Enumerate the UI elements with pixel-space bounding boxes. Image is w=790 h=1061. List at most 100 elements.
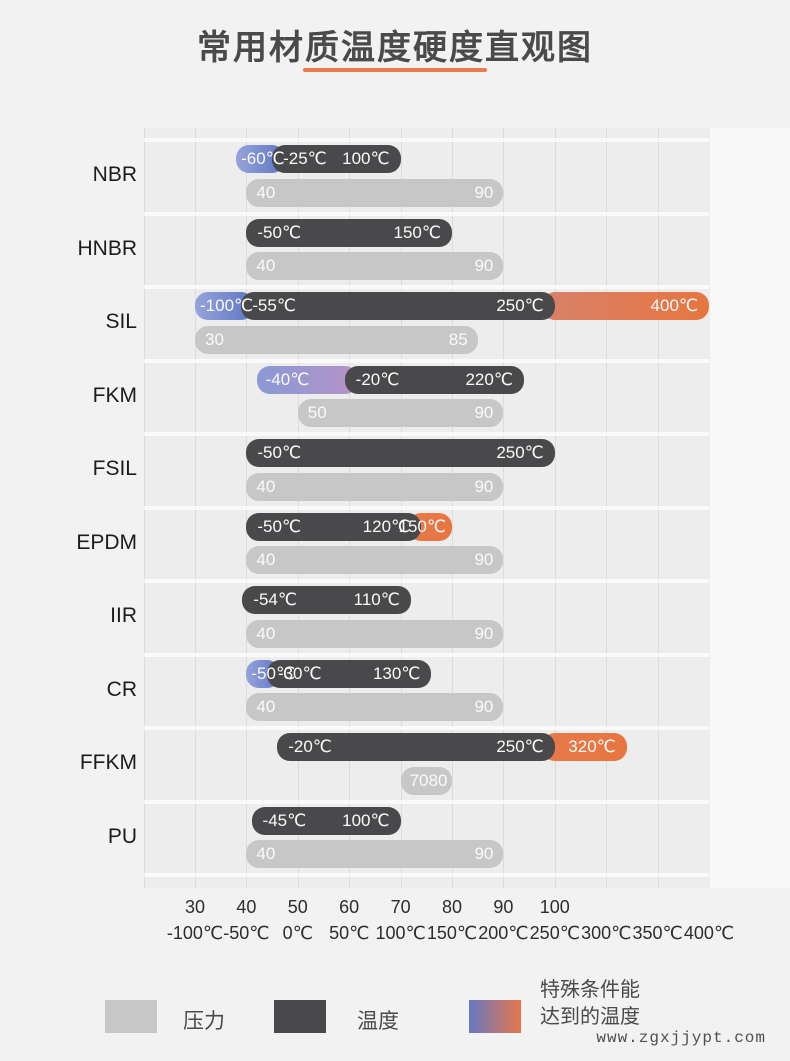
row-separator	[143, 358, 709, 363]
pressure-bar: 70 80	[400, 766, 452, 795]
legend-swatch-special-gradient	[469, 1000, 521, 1033]
temp-min-label: -50℃	[257, 516, 302, 536]
hardness-axis-tick: 90	[493, 897, 514, 917]
special-high-segment	[541, 733, 627, 761]
temp-max-label: 220℃	[465, 369, 513, 389]
temperature-range-segment: -20℃ 220℃	[344, 365, 524, 394]
temperature-range-segment: -55℃ 250℃	[241, 292, 555, 320]
temp-max-label: 120℃	[362, 516, 411, 536]
temperature-bar: -60℃ -25℃ 100℃	[236, 145, 401, 173]
temp-min-label: -20℃	[288, 737, 332, 756]
temperature-range-segment: -50℃ 150℃	[246, 218, 452, 247]
temperature-axis-tick: 350℃	[632, 923, 683, 943]
temp-max-label: 250℃	[496, 443, 544, 462]
temperature-axis-tick: 0℃	[282, 923, 313, 943]
legend-label-special-line2: 达到的温度	[540, 1006, 640, 1028]
temperature-bar: -100℃ 400℃ -55℃ 250℃	[195, 292, 709, 320]
temp-max-label: 130℃	[372, 663, 421, 683]
temperature-bar: -54℃ 110℃	[242, 586, 411, 614]
temperature-axis-tick: 200℃	[478, 923, 529, 943]
temp-min-label: -30℃	[277, 663, 322, 683]
legend-swatch-temperature	[274, 1000, 326, 1033]
hardness-axis-tick: 80	[441, 897, 463, 917]
temperature-range-segment: -54℃ 110℃	[242, 586, 411, 614]
legend-label-special: 特殊条件能 达到的温度	[540, 977, 640, 1031]
plot-right-margin	[709, 128, 790, 888]
pressure-bar: 40 90	[246, 472, 504, 501]
material-label: NBR	[92, 163, 137, 186]
row-separator	[143, 726, 709, 730]
special-high-segment	[541, 292, 709, 320]
temperature-axis-tick: 50℃	[329, 923, 370, 943]
pressure-bar: 40 90	[246, 252, 504, 280]
temperature-axis-tick: -50℃	[223, 923, 270, 943]
hardness-max-label: 90	[474, 403, 494, 422]
temp-min-label: -50℃	[257, 222, 302, 242]
temp-min-label: -54℃	[253, 590, 297, 609]
temp-max-label: 250℃	[496, 737, 544, 756]
temp-max-label: 110℃	[353, 590, 400, 609]
row-separator	[143, 505, 709, 510]
hardness-min-label: 30	[205, 329, 224, 349]
temperature-axis-tick: 250℃	[529, 923, 580, 943]
hardness-max-label: 90	[474, 844, 494, 863]
material-label: SIL	[105, 310, 137, 333]
title-underline	[303, 68, 487, 72]
legend-label-temperature: 温度	[357, 1010, 399, 1033]
page-title: 常用材质温度硬度直观图	[197, 29, 593, 67]
hardness-max-label: 90	[474, 256, 494, 275]
pressure-bar: 40 90	[246, 619, 504, 648]
material-label: FFKM	[79, 751, 137, 774]
legend-label-pressure: 压力	[183, 1010, 225, 1033]
hardness-max-label: 90	[474, 697, 494, 716]
special-low-label: -100℃	[200, 296, 254, 315]
hardness-min-label: 40	[256, 476, 276, 496]
temperature-bar: 320℃ -20℃ 250℃	[277, 733, 627, 761]
row-separator	[143, 579, 709, 583]
temperature-range-segment: -45℃ 100℃	[251, 806, 401, 835]
hardness-max-label: 80	[428, 770, 448, 790]
hardness-max-label: 90	[474, 182, 494, 202]
temperature-range-segment: -20℃ 250℃	[277, 733, 555, 761]
special-low-segment	[256, 365, 358, 394]
temp-min-label: -55℃	[252, 296, 296, 315]
temp-min-label: -20℃	[355, 369, 400, 389]
temperature-range-segment: -50℃ 250℃	[246, 439, 555, 467]
row-separator	[143, 799, 709, 804]
pressure-bar: 40 90	[246, 840, 504, 868]
pressure-bar: 40 90	[246, 693, 504, 721]
hardness-min-label: 40	[256, 697, 276, 716]
pressure-bar: 40 90	[246, 546, 504, 574]
hardness-axis-tick: 40	[236, 897, 257, 917]
temp-max-label: 150℃	[393, 222, 441, 242]
hardness-max-label: 90	[474, 623, 494, 643]
pressure-bar: 40 90	[246, 178, 504, 207]
row-separator	[143, 138, 709, 142]
special-low-label: -40℃	[265, 369, 310, 389]
hardness-min-label: 40	[256, 256, 276, 275]
row-separator	[143, 652, 709, 657]
hardness-max-label: 85	[448, 329, 468, 349]
pressure-bar: 30 85	[195, 325, 478, 354]
material-label: FSIL	[92, 457, 137, 480]
temperature-range-segment: -50℃ 120℃	[246, 512, 422, 541]
material-label: EPDM	[76, 530, 137, 554]
material-label: PU	[107, 824, 137, 848]
row-separator	[143, 432, 709, 436]
special-high-label: 400℃	[650, 296, 698, 315]
legend-label-special-line1: 特殊条件能	[540, 979, 640, 1001]
temperature-range-segment: -25℃ 100℃	[272, 145, 401, 173]
material-label: FKM	[92, 383, 137, 407]
temperature-range-segment: -30℃ 130℃	[266, 659, 432, 688]
special-low-label: -60℃	[241, 149, 285, 168]
pressure-bar: 50 90	[297, 399, 504, 427]
temperature-bar: -40℃ -20℃ 220℃	[256, 365, 524, 394]
row-separator	[143, 873, 709, 877]
special-low-label: -50℃	[251, 663, 296, 683]
legend-swatch-pressure	[105, 1000, 157, 1033]
hardness-max-label: 90	[474, 476, 494, 496]
hardness-min-label: 70	[409, 770, 429, 790]
temp-max-label: 100℃	[342, 810, 390, 830]
hardness-axis-tick: 50	[287, 897, 308, 917]
